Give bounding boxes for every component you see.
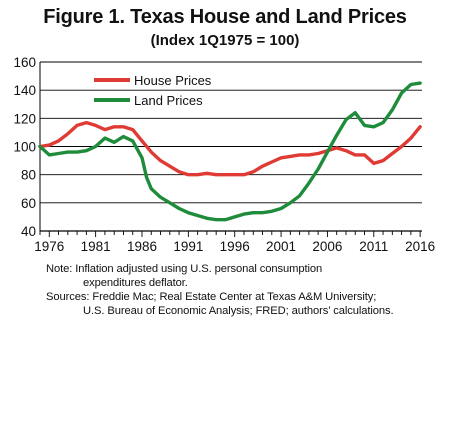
- axes: 40 60 80 100 120 140 160 1976 1981 1986 1991 1996 20…: [13, 55, 435, 254]
- x-tick-label-1976: 1976: [34, 239, 64, 254]
- note-line-2: expenditures deflator.: [83, 277, 188, 289]
- x-tick-label-2016: 2016: [405, 239, 435, 254]
- chart-notes: Note: Inflation adjusted using U.S. pers…: [46, 262, 446, 318]
- y-tick-label-160: 160: [13, 55, 36, 70]
- y-tick-label-140: 140: [13, 83, 36, 98]
- y-tick-label-80: 80: [21, 168, 36, 183]
- chart-subtitle: (Index 1Q1975 = 100): [150, 32, 300, 49]
- x-tick-label-2001: 2001: [266, 239, 296, 254]
- chart-title: Figure 1. Texas House and Land Prices: [43, 6, 407, 28]
- x-tick-label-2006: 2006: [312, 239, 342, 254]
- grid-lines: [40, 61, 422, 232]
- x-tick-label-2011: 2011: [359, 239, 388, 254]
- legend: House Prices Land Prices: [94, 73, 212, 108]
- y-tick-label-40: 40: [21, 224, 36, 239]
- legend-label-house-prices: House Prices: [134, 73, 212, 88]
- series-lines: [38, 81, 422, 222]
- x-tick-label-1986: 1986: [127, 239, 157, 254]
- series-line-land-prices: [38, 81, 422, 222]
- note-line-1: Note: Inflation adjusted using U.S. pers…: [46, 263, 323, 275]
- y-tick-label-120: 120: [13, 111, 36, 126]
- sources-line-1: Sources: Freddie Mac; Real Estate Center…: [46, 291, 377, 303]
- legend-label-land-prices: Land Prices: [134, 93, 203, 108]
- x-tick-label-1996: 1996: [220, 239, 250, 254]
- y-tick-label-100: 100: [13, 140, 36, 155]
- y-tick-label-60: 60: [21, 196, 36, 211]
- sources-line-2: U.S. Bureau of Economic Analysis; FRED; …: [83, 305, 394, 317]
- series-line-house-prices: [38, 120, 422, 177]
- x-tick-label-1981: 1981: [81, 239, 111, 254]
- x-tick-label-1991: 1991: [173, 239, 203, 254]
